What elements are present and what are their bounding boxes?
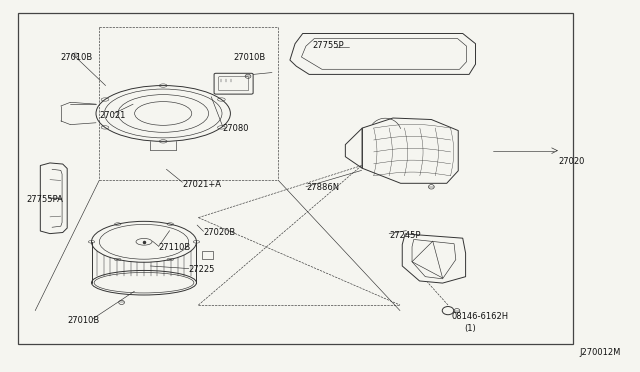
Text: 27886N: 27886N bbox=[306, 183, 339, 192]
Text: 27010B: 27010B bbox=[234, 53, 266, 62]
Text: 27020B: 27020B bbox=[204, 228, 236, 237]
Text: 27021+A: 27021+A bbox=[182, 180, 221, 189]
Text: 27010B: 27010B bbox=[67, 316, 99, 325]
Text: 27110B: 27110B bbox=[159, 243, 191, 252]
Text: 08146-6162H: 08146-6162H bbox=[451, 312, 508, 321]
Text: 27225: 27225 bbox=[189, 265, 215, 274]
Text: 27020: 27020 bbox=[558, 157, 584, 166]
Text: 27245P: 27245P bbox=[389, 231, 420, 240]
Text: 27755P: 27755P bbox=[312, 41, 344, 50]
Text: 27080: 27080 bbox=[223, 124, 249, 133]
Bar bbox=[18, 13, 573, 344]
Bar bbox=[202, 251, 213, 259]
Text: 27010B: 27010B bbox=[61, 53, 93, 62]
Text: 27021: 27021 bbox=[99, 111, 125, 120]
Text: 27755PA: 27755PA bbox=[27, 195, 64, 203]
Text: (1): (1) bbox=[464, 324, 476, 333]
Text: J270012M: J270012M bbox=[579, 348, 621, 357]
